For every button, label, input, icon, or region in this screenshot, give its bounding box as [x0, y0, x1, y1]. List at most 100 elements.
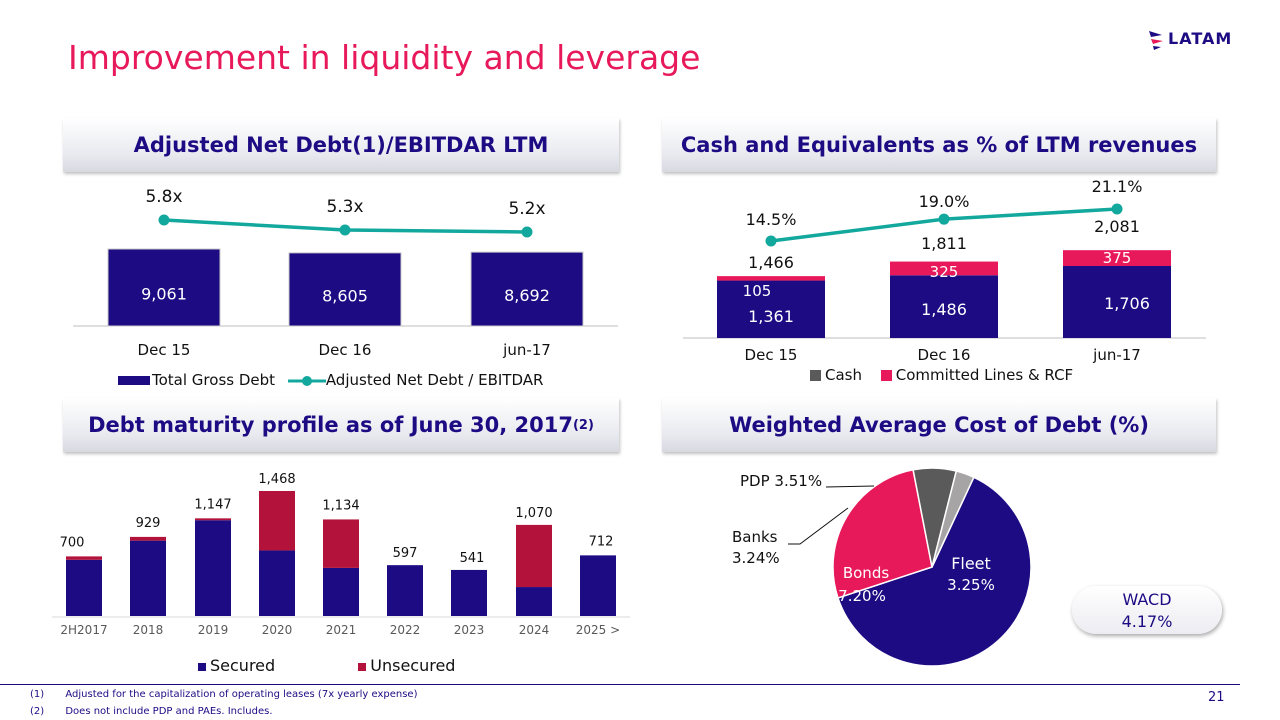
net-debt-ebitdar-label: 5.8x [145, 187, 182, 207]
secured-bar [580, 555, 616, 616]
cash-percent-label: 19.0% [919, 192, 970, 211]
cash-bar-label: 1,706 [1104, 294, 1150, 313]
maturity-x-tick: 2018 [133, 623, 164, 637]
fleet-label: Fleet [951, 554, 991, 573]
maturity-panel-title-sup: (2) [572, 417, 594, 433]
banks-label: Banks [732, 528, 778, 546]
legend-swatch-committed [880, 370, 892, 381]
maturity-x-tick: 2022 [390, 623, 421, 637]
leverage-legend: Total Gross Debt Adjusted Net Debt / EBI… [118, 371, 543, 389]
committed-lines-bar [890, 261, 998, 276]
footnote-2-text: Does not include PDP and PAEs. Includes. [65, 706, 273, 717]
cash-x-tick: Dec 16 [918, 346, 971, 364]
cost-chart: Fleet 3.25% Bonds 7.20% Banks 3.24% PDP 3.51% [732, 467, 1032, 667]
maturity-total-label: 1,134 [322, 498, 359, 513]
footer-divider [0, 684, 1240, 685]
legend-swatch-net-debt [287, 375, 326, 386]
leverage-x-tick: Dec 16 [319, 341, 372, 359]
maturity-panel-header: Debt maturity profile as of June 30, 201… [63, 398, 619, 452]
cash-percent-point [1111, 203, 1123, 215]
maturity-panel-title: Debt maturity profile as of June 30, 201… [88, 413, 573, 437]
gross-debt-label: 8,605 [322, 286, 368, 305]
cash-percent-label: 21.1% [1092, 177, 1143, 196]
leverage-x-tick: jun-17 [502, 341, 551, 359]
cash-chart: 1,361 105 1,466 Dec 15 1,486 325 1,811 Dec 16 1,… [683, 177, 1206, 364]
secured-bar [516, 587, 552, 616]
unsecured-bar [195, 518, 231, 521]
legend-secured: Secured [210, 656, 276, 675]
footnote-1-num: (1) [30, 689, 45, 700]
pdp-value: 3.51% [774, 472, 822, 490]
cash-total-label: 1,466 [748, 253, 794, 272]
pie-slice-fleet [837, 476, 1032, 667]
net-debt-ebitdar-label: 5.3x [326, 197, 363, 217]
maturity-x-tick: 2024 [519, 623, 550, 637]
leverage-chart: 9,061 Dec 15 8,605 Dec 16 8,692 jun-17 5.8x 5.3… [73, 187, 618, 359]
pie-slice-bonds [832, 468, 933, 599]
secured-bar [387, 565, 423, 616]
page-title: Improvement in liquidity and leverage [68, 38, 701, 77]
cash-bar [890, 275, 998, 338]
banks-value: 3.24% [732, 549, 780, 567]
committed-lines-label: 325 [930, 263, 959, 281]
maturity-total-label: 1,070 [515, 506, 552, 521]
pdp-label: PDP [740, 472, 774, 490]
gross-debt-label: 8,692 [504, 286, 550, 305]
wacd-value: 4.17% [1121, 612, 1173, 631]
gross-debt-bar [470, 251, 584, 327]
footnote-1-text: Adjusted for the capitalization of opera… [65, 689, 418, 700]
legend-gross-debt: Total Gross Debt [152, 371, 276, 389]
secured-bar [195, 520, 231, 616]
legend-net-debt: Adjusted Net Debt / EBITDAR [325, 371, 544, 389]
legend-swatch-gross-debt [118, 376, 150, 385]
legend-swatch-secured [198, 662, 206, 671]
wacd-label: WACD [1122, 590, 1172, 609]
maturity-total-label: 1,147 [194, 497, 231, 512]
secured-bar [323, 567, 359, 616]
cash-bar [717, 280, 825, 338]
secured-bar [130, 540, 166, 616]
bonds-value: 7.20% [838, 587, 886, 605]
footnote-1: (1) Adjusted for the capitalization of o… [30, 689, 417, 700]
legend-committed: Committed Lines & RCF [895, 366, 1074, 384]
cash-percent-point [938, 213, 950, 225]
cash-percent-point [765, 235, 777, 247]
unsecured-bar [516, 524, 552, 588]
cash-bar [1063, 266, 1171, 338]
net-debt-ebitdar-point [158, 214, 170, 226]
footnote-2: (2) Does not include PDP and PAEs. Inclu… [30, 706, 273, 717]
wacd-badge: WACD 4.17% [1072, 586, 1222, 634]
net-debt-ebitdar-point [521, 226, 533, 238]
footnote-2-num: (2) [30, 706, 45, 717]
maturity-total-label: 541 [460, 551, 485, 566]
maturity-total-label: 1,468 [258, 472, 295, 487]
maturity-total-label: 700 [60, 535, 85, 550]
secured-bar [451, 569, 487, 616]
maturity-x-tick: 2023 [454, 623, 485, 637]
cash-x-tick: jun-17 [1092, 346, 1141, 364]
committed-lines-label: 375 [1103, 249, 1132, 267]
maturity-x-tick: 2020 [262, 623, 293, 637]
cost-panel-header: Weighted Average Cost of Debt (%) [662, 398, 1216, 452]
cash-percent-label: 14.5% [746, 210, 797, 229]
cash-panel-header: Cash and Equivalents as % of LTM revenue… [662, 118, 1216, 172]
legend-cash: Cash [825, 366, 862, 384]
unsecured-bar [130, 536, 166, 541]
cost-panel-title: Weighted Average Cost of Debt (%) [729, 413, 1149, 437]
cash-x-tick: Dec 15 [745, 346, 798, 364]
committed-lines-bar [1063, 250, 1171, 266]
legend-unsecured: Unsecured [370, 656, 456, 675]
maturity-x-tick: 2025 > [576, 623, 620, 637]
net-debt-ebitdar-point [339, 224, 351, 236]
fleet-value: 3.25% [947, 576, 995, 594]
secured-bar [66, 559, 102, 616]
maturity-x-tick: 2021 [326, 623, 357, 637]
latam-logo-icon [1149, 31, 1163, 50]
bonds-label: Bonds [843, 564, 889, 582]
gross-debt-label: 9,061 [141, 285, 187, 304]
maturity-chart: 700 2H2017 929 2018 1,147 2019 1,468 2020 1,134 2… [52, 472, 630, 637]
legend-swatch-unsecured [358, 662, 367, 671]
net-debt-ebitdar-label: 5.2x [508, 199, 545, 219]
cash-legend: Cash Committed Lines & RCF [810, 366, 1073, 384]
banks-leader-line [788, 507, 849, 545]
